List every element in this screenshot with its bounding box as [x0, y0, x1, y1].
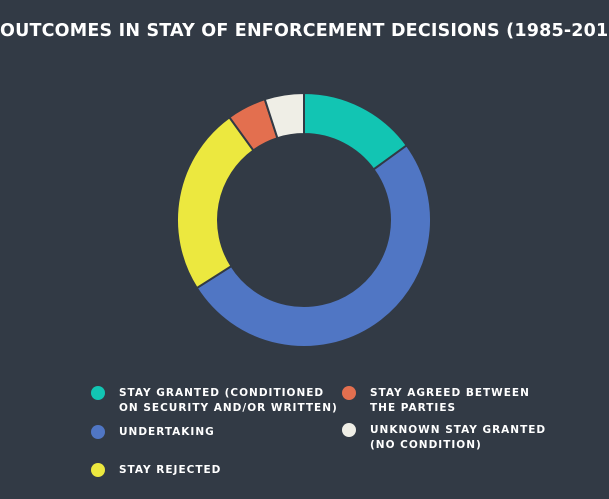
legend-item-stay-rejected: STAY REJECTED	[91, 463, 221, 478]
chart-title: OUTCOMES IN STAY OF ENFORCEMENT DECISION…	[0, 21, 609, 41]
legend-label-stay-granted: STAY GRANTED (CONDITIONED ON SECURITY AN…	[119, 387, 338, 414]
legend-swatch-undertaking	[91, 425, 105, 439]
donut-slice-unknown-stay-granted	[263, 91, 305, 140]
legend-item-unknown-stay-granted: UNKNOWN STAY GRANTED (NO CONDITION)	[342, 423, 546, 453]
legend-label-stay-rejected: STAY REJECTED	[119, 464, 222, 476]
legend-label-stay-agreed: STAY AGREED BETWEEN THE PARTIES	[370, 387, 530, 414]
legend-swatch-stay-agreed	[342, 386, 356, 400]
legend-label-unknown-stay-granted: UNKNOWN STAY GRANTED (NO CONDITION)	[370, 424, 547, 451]
legend-label-undertaking: UNDERTAKING	[119, 426, 215, 438]
donut-slice-undertaking	[195, 143, 432, 348]
legend-swatch-stay-rejected	[91, 463, 105, 477]
donut-slice-stay-rejected	[176, 115, 255, 290]
legend-swatch-unknown-stay-granted	[342, 423, 356, 437]
legend-item-stay-agreed: STAY AGREED BETWEEN THE PARTIES	[342, 386, 530, 416]
legend-item-undertaking: UNDERTAKING	[91, 425, 215, 440]
legend-item-stay-granted: STAY GRANTED (CONDITIONED ON SECURITY AN…	[91, 386, 338, 416]
legend-swatch-stay-granted	[91, 386, 105, 400]
